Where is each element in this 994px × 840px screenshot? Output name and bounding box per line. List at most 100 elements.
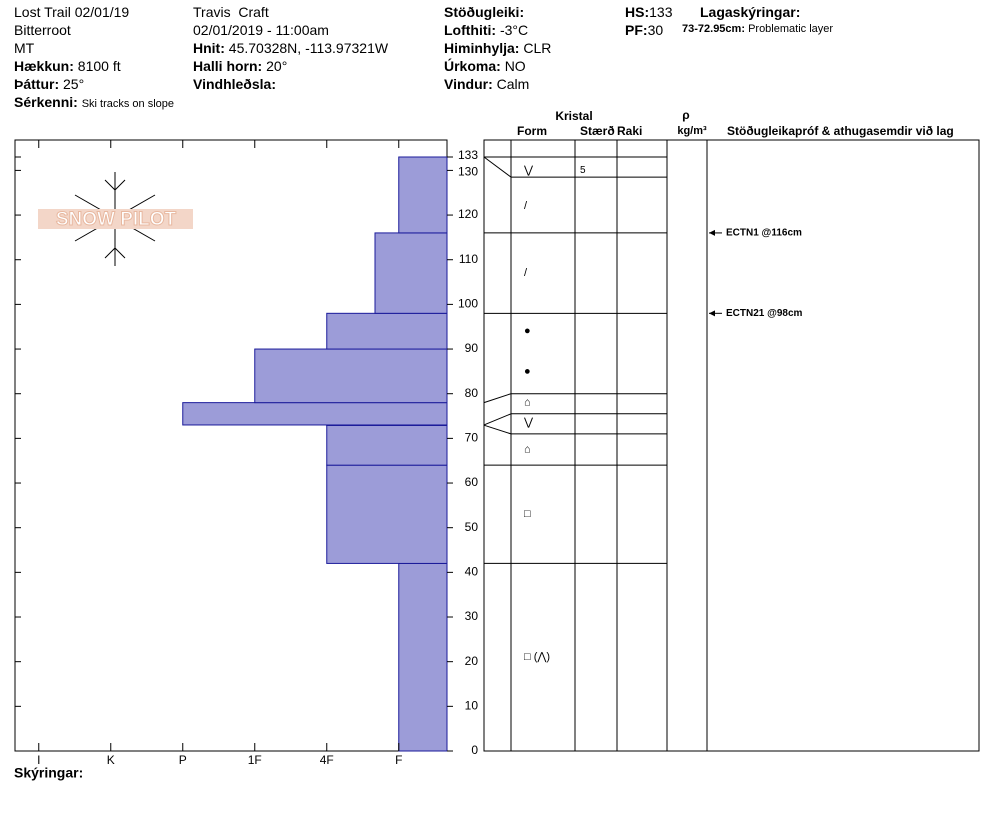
range: Bitterroot — [14, 22, 71, 38]
label: HS: — [625, 4, 650, 20]
y-tick-label: 130 — [458, 165, 478, 179]
value: Problematic layer — [748, 23, 834, 35]
x-tick-label: F — [395, 753, 402, 767]
slope: Halli horn: 20° — [193, 58, 287, 74]
value: 30 — [647, 22, 664, 38]
layer-bar — [254, 348, 448, 404]
grain-form: ● — [524, 325, 531, 337]
grain-form: □ — [524, 508, 531, 520]
test-arrowhead — [709, 310, 715, 317]
y-tick-label: 133 — [458, 148, 478, 162]
x-tick-label: 4F — [320, 753, 334, 767]
header-rho: ρ — [682, 108, 689, 122]
layer-bar — [326, 424, 448, 466]
label: Vindur: — [444, 76, 493, 92]
value: 25° — [63, 76, 85, 92]
grain-form: □ (⋀) — [524, 651, 550, 663]
y-tick-label: 70 — [465, 431, 479, 445]
layer-bar — [326, 312, 448, 350]
grain-form: ⌂ — [524, 397, 531, 409]
header-crystal: Kristal — [555, 109, 592, 123]
label: Himinhylja: — [444, 40, 520, 56]
hs: HS:133 — [625, 4, 672, 20]
logo-text: SNOW PILOT — [56, 209, 177, 230]
datetime: 02/01/2019 - 11:00am — [193, 22, 329, 38]
layer-bar — [398, 562, 448, 752]
air-temp: Lofthiti: -3°C — [444, 22, 528, 38]
observer: Travis Craft — [193, 4, 269, 20]
value: 45.70328N, -113.97321W — [228, 40, 389, 56]
header-form: Form — [517, 124, 547, 138]
y-tick-label: 10 — [465, 699, 479, 713]
y-tick-label: 40 — [465, 565, 479, 579]
header-density-unit: kg/m³ — [677, 125, 707, 137]
wind: Vindur: Calm — [444, 76, 529, 92]
logo-band — [38, 209, 193, 229]
x-tick-label: 1F — [248, 753, 262, 767]
layer-bar — [326, 464, 448, 564]
test-label: ECTN1 @116cm — [726, 228, 802, 239]
label: Lagaskýringar: — [700, 4, 801, 20]
layer-bar — [374, 232, 448, 314]
value: CLR — [523, 40, 552, 56]
label: Hnit: — [193, 40, 225, 56]
grain-form: ⋁ — [523, 164, 534, 176]
value: -3°C — [499, 22, 529, 38]
connector — [483, 424, 512, 435]
y-tick-label: 90 — [465, 341, 479, 355]
label: Lofthiti: — [444, 22, 497, 38]
table-frame — [483, 139, 980, 752]
label: Þáttur: — [14, 76, 60, 92]
test-label: ECTN21 @98cm — [726, 308, 803, 319]
y-tick-label: 60 — [465, 475, 479, 489]
test-arrowhead — [709, 229, 715, 236]
pf: PF:30 — [625, 22, 663, 38]
grain-form: / — [524, 200, 528, 212]
header-moisture: Raki — [617, 124, 642, 138]
layer-bar — [398, 156, 448, 234]
layer-bar — [182, 402, 448, 426]
y-tick-label: 50 — [465, 520, 479, 534]
y-tick-label: 80 — [465, 386, 479, 400]
y-tick-label: 110 — [459, 252, 478, 266]
connector — [483, 156, 512, 178]
header-size: Stærð — [580, 124, 615, 138]
grain-form: ⌂ — [524, 443, 531, 455]
header-tests: Stöðugleikapróf & athugasemdir við lag — [727, 124, 954, 138]
elevation: Hækkun: 8100 ft — [14, 58, 121, 74]
grain-form: ⋁ — [523, 417, 534, 429]
state: MT — [14, 40, 35, 56]
connector — [483, 413, 512, 426]
y-tick-label: 100 — [458, 297, 478, 311]
label: Halli horn: — [193, 58, 263, 74]
y-tick-label: 20 — [465, 654, 479, 668]
label: Stöðugleiki: — [444, 4, 525, 20]
x-tick-label: P — [179, 753, 187, 767]
label: PF: — [625, 22, 648, 38]
precip: Úrkoma: NO — [444, 58, 526, 74]
site: Lost Trail 02/01/19 — [14, 4, 130, 20]
label: Úrkoma: — [444, 58, 501, 74]
grain-form: ● — [524, 365, 531, 377]
connector — [483, 393, 512, 404]
value: NO — [504, 58, 526, 74]
coords: Hnit: 45.70328N, -113.97321W — [193, 40, 388, 56]
layer-notes: Lagaskýringar: — [700, 4, 800, 20]
y-tick-label: 30 — [465, 609, 479, 623]
wind-loading: Vindhleðsla: — [193, 76, 276, 92]
label: Hækkun: — [14, 58, 74, 74]
label: 73-72.95cm: — [682, 23, 745, 35]
stability: Stöðugleiki: — [444, 4, 524, 20]
label: Vindhleðsla: — [193, 76, 276, 92]
value: Ski tracks on slope — [81, 98, 175, 110]
features: Sérkenni: Ski tracks on slope — [14, 94, 174, 110]
value: Calm — [496, 76, 530, 92]
grain-form: / — [524, 267, 528, 279]
x-tick-label: I — [37, 753, 40, 767]
value: 133 — [649, 4, 673, 20]
layer-note: 73-72.95cm: Problematic layer — [682, 23, 833, 35]
y-tick-label: 120 — [458, 207, 478, 221]
sky: Himinhylja: CLR — [444, 40, 551, 56]
value: 20° — [266, 58, 288, 74]
